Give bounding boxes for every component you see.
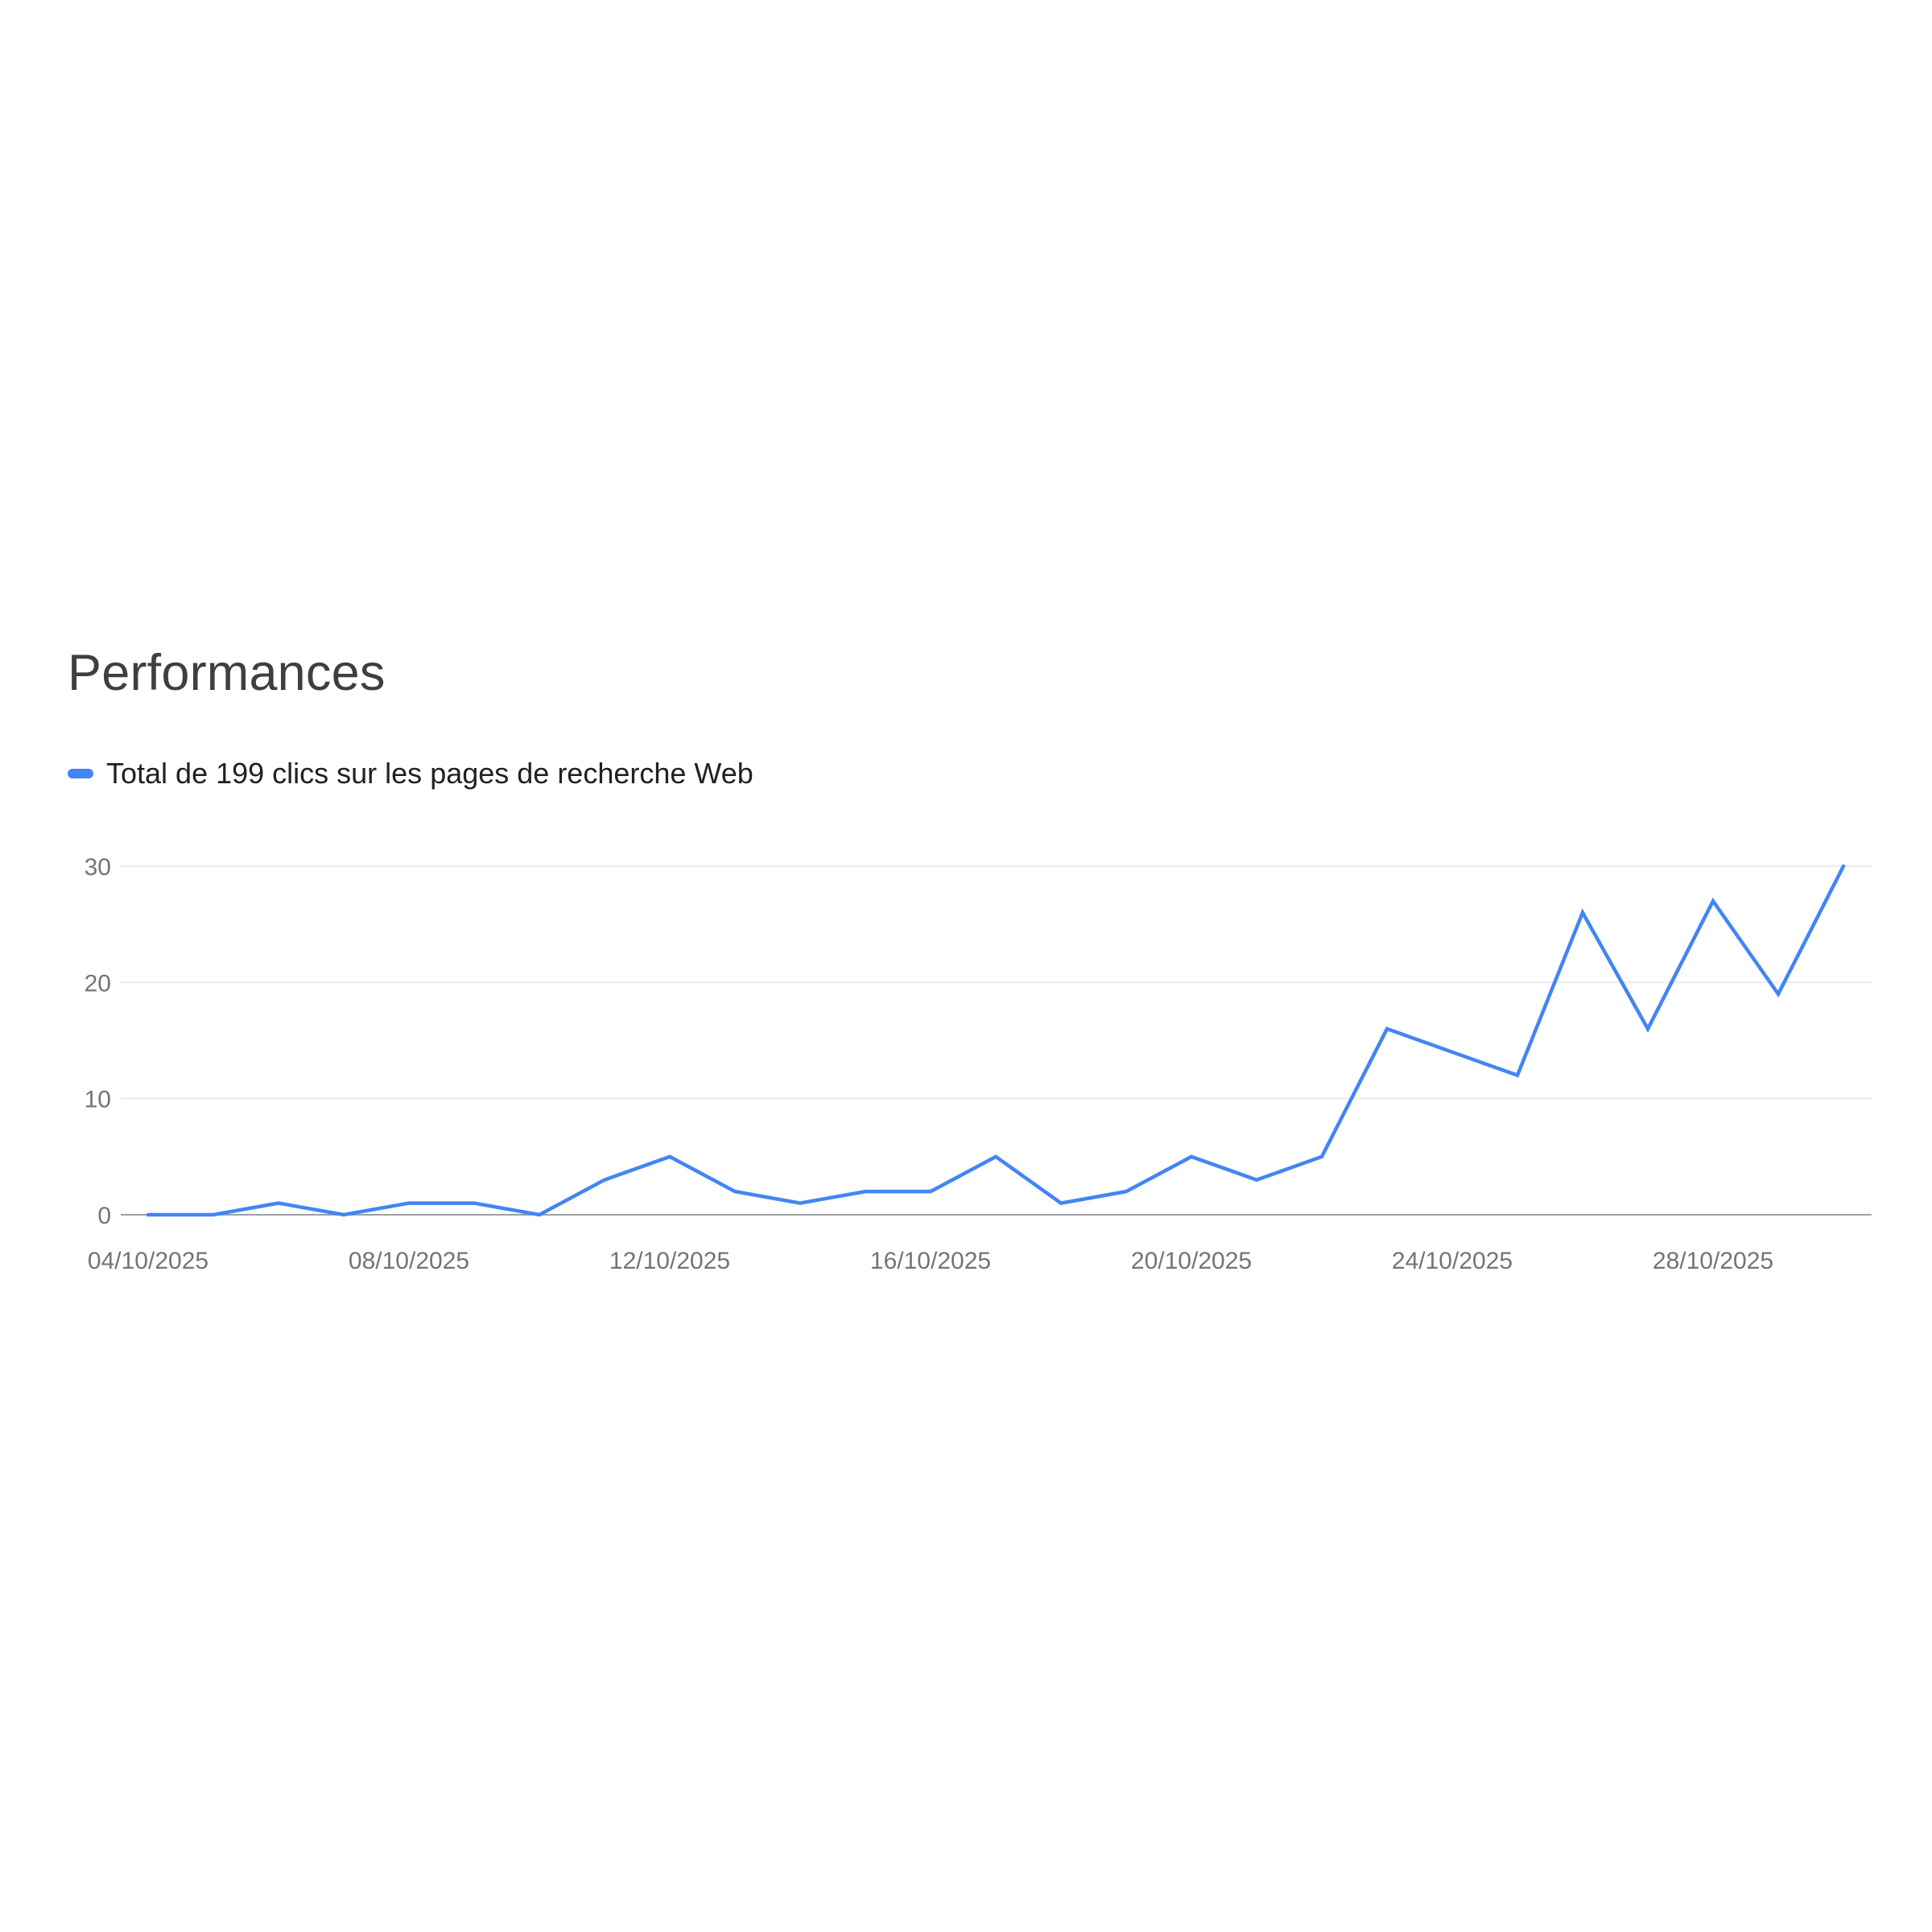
page-title: Performances: [68, 645, 386, 701]
x-tick-label: 04/10/2025: [88, 1248, 208, 1274]
series-line-0[interactable]: [146, 864, 1846, 1217]
y-tick-label: 30: [85, 854, 111, 881]
chart-legend[interactable]: Total de 199 clics sur les pages de rech…: [68, 757, 753, 791]
x-tick-labels: 04/10/2025 08/10/2025 12/10/2025 16/10/2025…: [88, 1248, 1773, 1274]
x-tick-label: 20/10/2025: [1131, 1248, 1252, 1274]
legend-label: Total de 199 clics sur les pages de rech…: [106, 757, 753, 790]
y-tick-label: 0: [97, 1203, 111, 1229]
y-tick-labels: 0 10 20 30: [85, 854, 111, 1229]
x-tick-label: 28/10/2025: [1653, 1248, 1773, 1274]
x-tick-label: 16/10/2025: [870, 1248, 991, 1274]
y-tick-label: 20: [85, 970, 111, 997]
x-tick-label: 08/10/2025: [349, 1248, 469, 1274]
x-tick-label: 24/10/2025: [1392, 1248, 1513, 1274]
x-tick-label: 12/10/2025: [609, 1248, 730, 1274]
grid-lines: [121, 865, 1872, 1100]
y-tick-label: 10: [85, 1087, 111, 1113]
legend-swatch: [68, 769, 93, 778]
series-lines: [146, 864, 1846, 1217]
